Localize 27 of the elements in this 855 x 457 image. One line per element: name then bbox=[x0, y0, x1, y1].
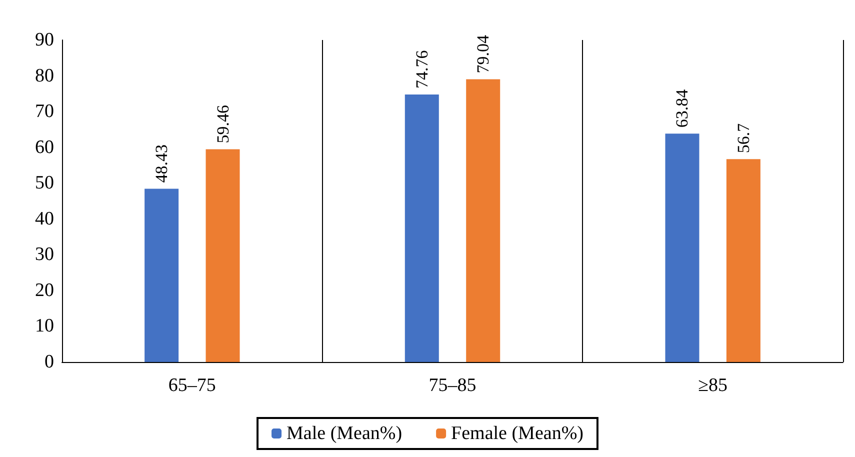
bar bbox=[726, 159, 760, 362]
y-tick-label: 0 bbox=[44, 352, 54, 372]
y-tick-label: 50 bbox=[35, 172, 54, 194]
bar bbox=[665, 134, 700, 362]
y-tick-label: 40 bbox=[35, 208, 54, 230]
data-label: 56.7 bbox=[734, 122, 753, 154]
y-tick-label: 10 bbox=[35, 316, 54, 337]
data-label: 74.76 bbox=[412, 50, 432, 89]
data-label: 79.04 bbox=[474, 34, 493, 74]
data-label: 59.46 bbox=[213, 105, 232, 144]
bar bbox=[466, 79, 500, 362]
y-tick-label: 20 bbox=[35, 280, 54, 301]
x-tick-label: 75–85 bbox=[428, 375, 476, 396]
bar bbox=[144, 188, 179, 362]
x-tick-label: 65–75 bbox=[168, 375, 216, 396]
data-label: 63.84 bbox=[672, 88, 692, 128]
data-label: 48.43 bbox=[152, 144, 172, 183]
bar bbox=[404, 94, 439, 362]
x-tick-label: ≥85 bbox=[698, 375, 728, 396]
y-tick-label: 60 bbox=[35, 136, 54, 158]
legend-label: Male (Mean%) bbox=[286, 423, 402, 444]
y-tick-label: 90 bbox=[35, 30, 54, 50]
y-tick-label: 70 bbox=[35, 101, 54, 122]
legend-label: Female (Mean%) bbox=[451, 423, 584, 444]
bar bbox=[206, 149, 240, 362]
y-tick-label: 80 bbox=[35, 65, 54, 86]
y-tick-label: 30 bbox=[35, 244, 54, 266]
